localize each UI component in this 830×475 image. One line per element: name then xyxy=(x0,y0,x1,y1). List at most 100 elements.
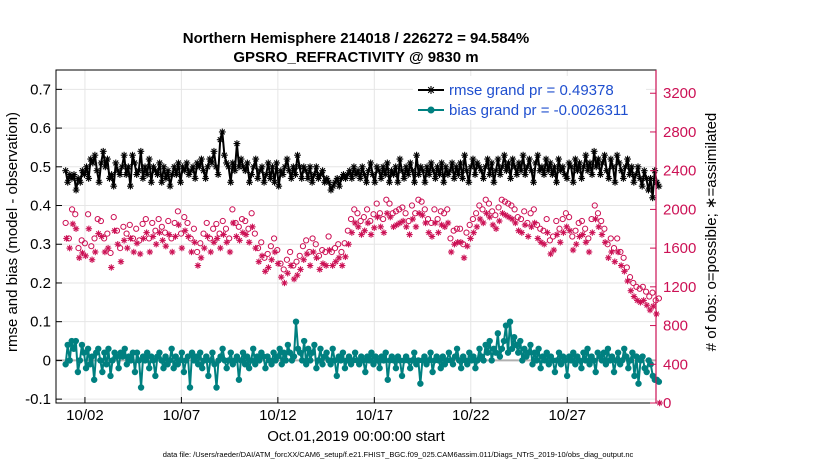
rmse-point xyxy=(425,171,433,178)
rmse-point xyxy=(294,151,301,159)
assimilated-point xyxy=(550,246,558,254)
possible-point xyxy=(562,210,569,217)
bias-point xyxy=(476,345,483,352)
assimilated-point xyxy=(650,302,657,310)
assimilated-point xyxy=(191,239,198,246)
assimilated-point xyxy=(159,237,166,244)
possible-point xyxy=(642,288,650,295)
possible-point xyxy=(402,210,409,217)
bias-point xyxy=(600,349,608,356)
bias-point xyxy=(186,384,194,391)
rmse-point xyxy=(505,159,512,167)
possible-point xyxy=(373,200,380,207)
rmse-point xyxy=(289,163,297,171)
rmse-point xyxy=(400,175,408,182)
bias-point xyxy=(88,353,96,360)
possible-point xyxy=(598,217,605,225)
assimilated-point xyxy=(175,221,182,229)
rmse-point xyxy=(147,178,155,186)
assimilated-point xyxy=(162,242,170,250)
possible-point xyxy=(537,225,544,232)
bias-point xyxy=(209,349,216,356)
bias-point xyxy=(339,349,347,356)
bias-point xyxy=(119,353,126,360)
assimilated-point xyxy=(133,240,141,247)
rmse-point xyxy=(429,167,437,175)
bias-point xyxy=(303,361,310,368)
possible-point xyxy=(94,215,101,223)
bias-point xyxy=(602,361,610,368)
possible-point xyxy=(296,252,303,259)
rmse-point xyxy=(195,163,203,171)
bias-point xyxy=(376,364,383,372)
bias-point xyxy=(315,357,322,364)
bias-point xyxy=(345,353,353,360)
bias-point xyxy=(135,357,143,364)
possible-point xyxy=(331,245,339,252)
rmse-point xyxy=(177,178,184,186)
rmse-point xyxy=(507,175,514,182)
data-layer xyxy=(56,128,663,407)
possible-point xyxy=(440,210,448,217)
assimilated-point xyxy=(287,262,295,269)
bias-point xyxy=(598,357,606,364)
possible-point xyxy=(450,227,457,234)
bias-point xyxy=(70,345,78,352)
assimilated-point xyxy=(582,239,590,246)
assimilated-point xyxy=(512,219,519,227)
assimilated-point xyxy=(387,213,394,221)
rmse-point xyxy=(156,159,164,167)
assimilated-point xyxy=(345,241,352,248)
possible-point xyxy=(582,225,589,232)
legend-bias-label: bias grand pr = -0.0026311 xyxy=(449,102,628,119)
bias-point xyxy=(223,364,230,372)
rmse-point xyxy=(363,178,370,186)
assimilated-point xyxy=(566,227,574,234)
assimilated-point xyxy=(541,241,548,248)
assimilated-point xyxy=(492,225,500,232)
assimilated-point xyxy=(441,223,449,231)
assimilated-point xyxy=(246,239,253,246)
rmse-point xyxy=(465,178,473,186)
bias-point xyxy=(390,357,398,364)
possible-point xyxy=(303,237,310,244)
assimilated-point xyxy=(213,235,221,242)
assimilated-point xyxy=(569,246,577,254)
assimilated-point xyxy=(194,262,202,269)
bias-point xyxy=(337,357,345,364)
assimilated-point xyxy=(165,231,173,238)
rmse-point xyxy=(406,159,414,167)
rmse-point xyxy=(511,163,519,171)
rmse-point xyxy=(398,167,406,175)
bias-point xyxy=(592,368,599,376)
assimilated-point xyxy=(117,258,125,265)
y2-tick-label: 0 xyxy=(663,395,671,412)
possible-point xyxy=(473,210,480,217)
bias-point xyxy=(551,368,559,376)
y-tick-label: 0.5 xyxy=(30,159,51,176)
possible-point xyxy=(578,217,586,225)
rmse-point xyxy=(239,163,247,171)
possible-point xyxy=(251,230,258,237)
assimilated-point xyxy=(601,239,609,246)
bias-point xyxy=(421,353,428,360)
bias-point xyxy=(368,349,375,356)
bias-point xyxy=(107,372,114,380)
bias-point xyxy=(470,353,477,360)
assimilated-point xyxy=(249,223,256,231)
rmse-point xyxy=(480,175,487,182)
rmse-point xyxy=(622,163,629,171)
rmse-point xyxy=(519,151,527,159)
rmse-point xyxy=(292,171,299,178)
bias-point xyxy=(341,364,349,372)
bias-point xyxy=(280,349,287,356)
rmse-point xyxy=(360,171,368,178)
rmse-point xyxy=(70,171,78,178)
rmse-point xyxy=(227,178,235,186)
possible-point xyxy=(556,225,563,232)
y-tick-label: 0.7 xyxy=(30,81,51,98)
possible-point xyxy=(517,215,525,223)
rmse-point xyxy=(611,178,619,186)
possible-point xyxy=(469,215,477,223)
